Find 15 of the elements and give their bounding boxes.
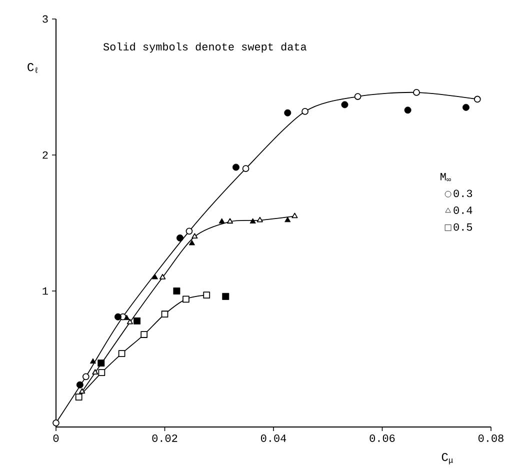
legend-label: 0.3	[454, 190, 472, 198]
y-tick-label: 3	[42, 15, 48, 23]
y-axis-title: C$_{ℓ}$	[28, 63, 38, 73]
y-tick-label: 2	[42, 151, 48, 159]
legend-title: M$_{∞}$	[440, 173, 451, 182]
x-tick-label: 0.08	[478, 434, 504, 442]
x-tick-label: 0.02	[152, 434, 178, 442]
x-tick-label: 0	[53, 434, 59, 442]
legend-label: 0.4	[454, 206, 472, 214]
x-tick-label: 0.06	[370, 434, 395, 442]
annotation: Solid symbols denote swept data	[103, 42, 306, 53]
x-tick-label: 0.04	[261, 434, 286, 442]
y-tick-label: 1	[42, 287, 48, 295]
legend-label: 0.5	[454, 223, 472, 231]
x-axis-title: C$_{μ}$	[442, 452, 453, 464]
